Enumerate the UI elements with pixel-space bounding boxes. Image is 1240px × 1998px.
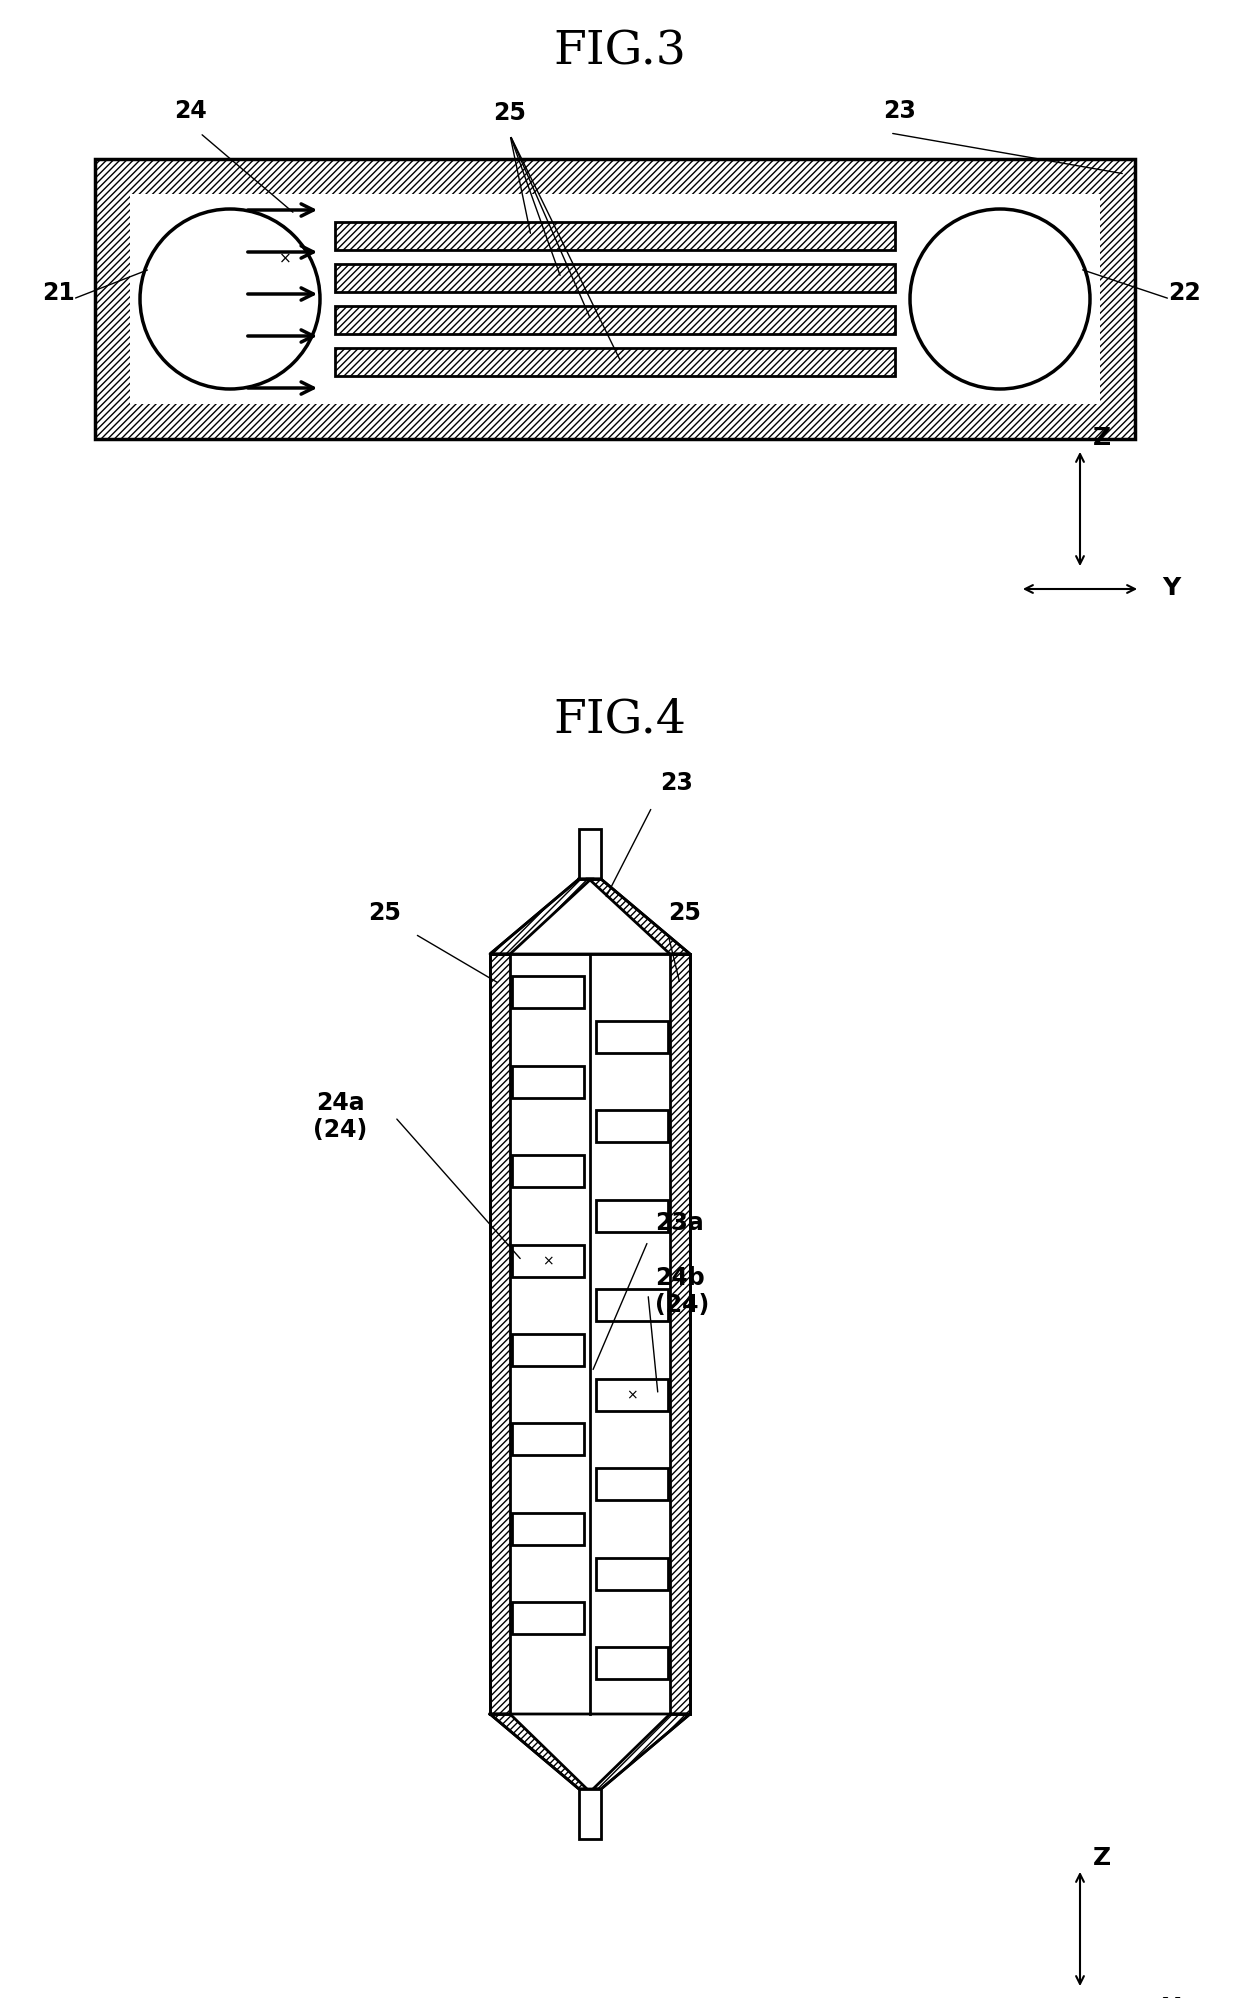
Text: 25: 25: [368, 901, 402, 925]
Bar: [596, 1111, 668, 1143]
Text: ×: ×: [626, 1389, 637, 1403]
Text: FIG.3: FIG.3: [553, 30, 687, 74]
Bar: [335, 266, 895, 294]
Bar: [95, 406, 1135, 440]
Bar: [490, 955, 510, 1714]
Bar: [579, 829, 601, 879]
Bar: [95, 196, 130, 406]
Text: 25: 25: [668, 901, 702, 925]
Text: 24: 24: [174, 100, 206, 124]
Bar: [596, 1201, 668, 1233]
Text: 23a: 23a: [655, 1211, 704, 1235]
Text: 23: 23: [884, 100, 916, 124]
Text: 24a: 24a: [316, 1091, 365, 1115]
Bar: [335, 224, 895, 252]
Bar: [596, 1558, 668, 1590]
Bar: [596, 1021, 668, 1053]
Bar: [130, 196, 1100, 406]
Bar: [512, 1512, 584, 1544]
Text: ×: ×: [279, 252, 291, 266]
Polygon shape: [490, 1714, 689, 1788]
Ellipse shape: [140, 210, 320, 390]
Bar: [512, 1245, 584, 1277]
Bar: [670, 955, 689, 1714]
Bar: [490, 955, 689, 1714]
Text: FIG.4: FIG.4: [553, 697, 687, 743]
Bar: [596, 1289, 668, 1321]
Bar: [512, 1335, 584, 1367]
Text: Z: Z: [1092, 426, 1111, 450]
Text: 21: 21: [42, 282, 74, 306]
Ellipse shape: [910, 210, 1090, 390]
Bar: [512, 977, 584, 1009]
Polygon shape: [490, 879, 689, 955]
Text: 24b: 24b: [655, 1265, 704, 1289]
Bar: [512, 1067, 584, 1099]
Text: 25: 25: [494, 102, 527, 126]
Text: Y: Y: [1162, 575, 1180, 599]
Bar: [95, 160, 1135, 196]
Bar: [512, 1155, 584, 1187]
Bar: [95, 160, 1135, 440]
Bar: [335, 350, 895, 378]
Bar: [512, 1602, 584, 1634]
Text: (24): (24): [655, 1293, 709, 1317]
Bar: [512, 1425, 584, 1457]
Bar: [596, 1379, 668, 1411]
Text: 22: 22: [1168, 282, 1202, 306]
Text: 23: 23: [660, 771, 693, 795]
Text: X: X: [1162, 1994, 1182, 1998]
Text: ×: ×: [542, 1255, 554, 1269]
Bar: [1100, 196, 1135, 406]
Text: Z: Z: [1092, 1844, 1111, 1868]
Text: (24): (24): [312, 1117, 367, 1141]
Bar: [579, 1788, 601, 1838]
Bar: [335, 308, 895, 336]
Bar: [596, 1469, 668, 1500]
Bar: [596, 1646, 668, 1678]
